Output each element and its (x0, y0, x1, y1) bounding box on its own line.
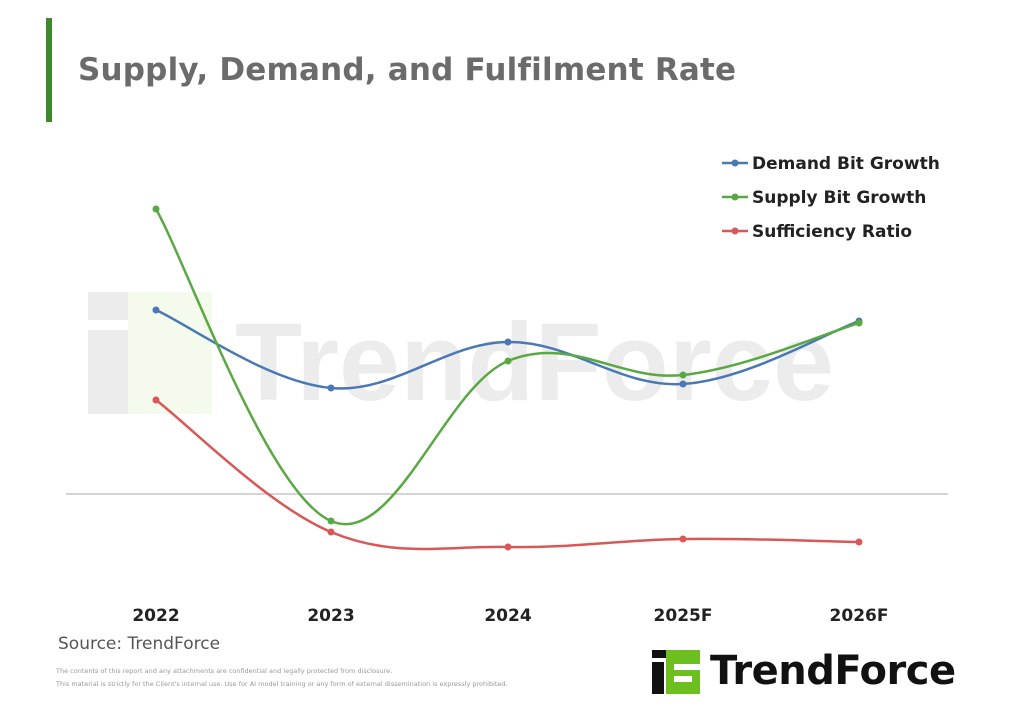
data-point-2022 (152, 205, 160, 213)
data-point-2026F (855, 319, 863, 327)
legend-label: Supply Bit Growth (752, 188, 926, 208)
trendforce-logo-icon (652, 650, 700, 694)
legend-item: Sufficiency Ratio (722, 222, 912, 242)
data-point-2023 (327, 528, 335, 536)
x-tick-label: 2025F (654, 606, 713, 626)
legend-label: Demand Bit Growth (752, 154, 940, 174)
chart-title: Supply, Demand, and Fulfilment Rate (78, 52, 737, 88)
data-point-2022 (152, 396, 160, 404)
data-point-2025F (679, 535, 687, 543)
data-point-2022 (152, 306, 160, 314)
series-demand-bit-growth (152, 306, 863, 392)
data-point-2023 (327, 384, 335, 392)
x-tick-label: 2026F (830, 606, 889, 626)
legend-label: Sufficiency Ratio (752, 222, 912, 242)
logo-text: TrendForce (710, 648, 956, 694)
data-point-2026F (855, 538, 863, 546)
data-point-2024 (504, 543, 512, 551)
series-sufficiency-ratio (152, 396, 863, 551)
data-point-2025F (679, 380, 687, 388)
series-supply-bit-growth (152, 205, 863, 526)
x-tick-label: 2023 (307, 606, 354, 626)
watermark-text: TrendForce (235, 301, 834, 424)
trendforce-logo: TrendForce (652, 648, 956, 694)
x-tick-label: 2022 (132, 606, 179, 626)
legend-item: Demand Bit Growth (722, 154, 940, 174)
disclaimer-line-1: The contents of this report and any atta… (56, 667, 393, 675)
data-point-2024 (504, 357, 512, 365)
legend-item: Supply Bit Growth (722, 188, 926, 208)
series-line (154, 208, 860, 526)
x-tick-label: 2024 (484, 606, 531, 626)
title-accent-bar (46, 18, 52, 122)
data-point-2024 (504, 338, 512, 346)
disclaimer-line-2: This material is strictly for the Client… (56, 680, 508, 688)
watermark: TrendForce (88, 292, 834, 424)
source-text: Source: TrendForce (58, 634, 221, 654)
data-point-2023 (327, 517, 335, 525)
data-point-2025F (679, 371, 687, 379)
